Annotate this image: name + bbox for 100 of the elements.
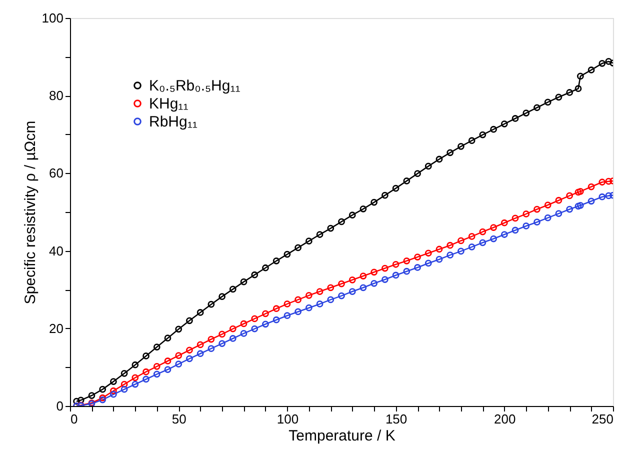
point (522, 110, 530, 116)
point (305, 292, 312, 299)
point (186, 346, 193, 354)
point (588, 198, 595, 205)
point (262, 320, 269, 328)
point (262, 310, 269, 318)
point (555, 94, 562, 101)
point (218, 293, 226, 300)
y-tick-label: 20 (49, 320, 64, 336)
point (77, 396, 84, 404)
point (262, 264, 269, 272)
point (164, 358, 172, 364)
point (446, 149, 454, 156)
point (555, 196, 562, 204)
point (218, 340, 226, 347)
point (598, 178, 606, 186)
point (446, 252, 454, 258)
point (175, 360, 182, 368)
point (196, 309, 204, 316)
point (522, 222, 530, 230)
point (208, 300, 215, 308)
point (175, 326, 182, 333)
point (110, 387, 117, 394)
point (544, 214, 552, 222)
point (576, 188, 584, 195)
point (251, 325, 258, 332)
point (403, 257, 410, 264)
point (544, 202, 552, 208)
point (348, 288, 356, 295)
point (588, 66, 595, 74)
point (272, 316, 280, 324)
point (142, 368, 150, 376)
y-tick-label: 60 (49, 166, 64, 181)
point (240, 330, 248, 337)
point (88, 392, 96, 399)
point (132, 380, 139, 388)
point (436, 256, 443, 263)
point (512, 226, 519, 234)
point (153, 370, 160, 378)
point (186, 355, 193, 362)
point (208, 336, 215, 343)
point (360, 284, 367, 292)
point (576, 202, 584, 209)
point (338, 218, 345, 226)
point (132, 374, 139, 382)
point (382, 192, 388, 199)
point (164, 366, 172, 373)
point (574, 85, 582, 92)
point (479, 239, 486, 246)
point (316, 300, 324, 308)
point (284, 312, 291, 320)
point (500, 231, 508, 238)
point (414, 254, 421, 260)
x-axis-title: Temperature / K (288, 428, 396, 444)
y-tick-label: 80 (49, 88, 64, 104)
point (208, 345, 215, 352)
point (414, 264, 421, 271)
point (468, 137, 476, 144)
point (294, 296, 302, 304)
point (338, 292, 345, 300)
point (566, 89, 573, 96)
point (229, 335, 236, 342)
point (142, 376, 150, 383)
point (490, 224, 497, 231)
point (436, 246, 443, 253)
legend-label: RbHg₁₁ (149, 114, 198, 130)
point (120, 370, 128, 377)
point (251, 271, 258, 278)
point (392, 184, 400, 192)
point (218, 330, 226, 338)
point (424, 250, 432, 257)
point (348, 212, 356, 219)
point (598, 193, 606, 200)
point (370, 268, 378, 276)
point (316, 288, 324, 295)
point (468, 243, 476, 250)
point (348, 276, 356, 284)
point (294, 244, 302, 252)
point (479, 228, 486, 236)
point (305, 238, 312, 245)
point (110, 378, 117, 385)
point (522, 210, 530, 218)
point (142, 352, 150, 360)
point (272, 257, 280, 264)
y-tick-label: 0 (56, 398, 64, 414)
point (110, 390, 117, 398)
legend-label: K₀.₅Rb₀.₅Hg₁₁ (149, 78, 240, 94)
point (240, 278, 248, 286)
point (534, 104, 540, 112)
point (284, 300, 291, 308)
point (196, 350, 204, 358)
point (424, 162, 432, 170)
point (305, 304, 312, 312)
point (544, 98, 552, 106)
point (382, 264, 388, 272)
point (132, 361, 139, 368)
point (294, 308, 302, 316)
legend-label: KHg₁₁ (149, 96, 188, 112)
point (229, 325, 236, 332)
point (574, 202, 582, 210)
